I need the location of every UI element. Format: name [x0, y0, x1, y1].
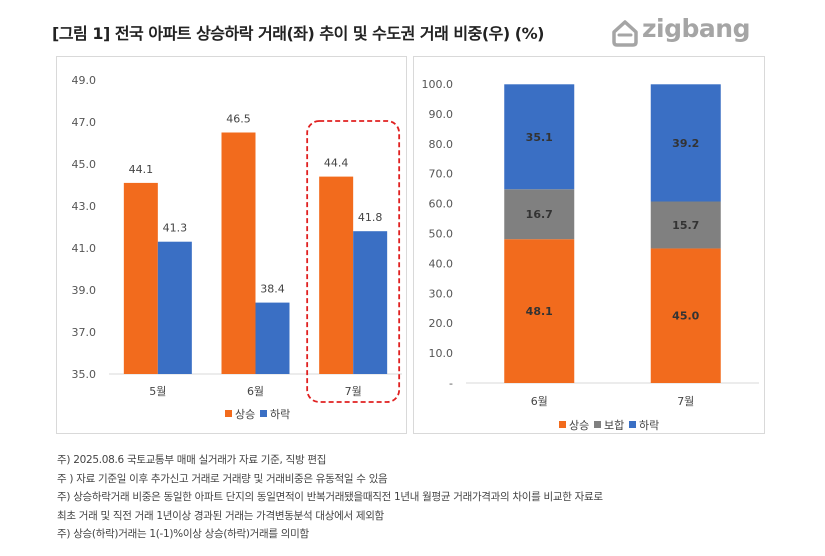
y-tick-label: 49.0: [72, 74, 97, 87]
brand-logo: zigbang: [610, 14, 760, 48]
legend-swatch-상승: [225, 410, 232, 417]
y-tick-label: -: [449, 377, 453, 390]
data-label: 41.8: [358, 211, 383, 224]
legend-label: 하락: [270, 407, 290, 421]
right-stacked-bar-chart: - 10.0 20.0 30.0 40.0 50.0 60.0 70.0 80.0 90.0 100…: [422, 78, 759, 432]
legend-swatch-하락: [260, 410, 267, 417]
stacked-bar-보합: [650, 201, 721, 249]
bar-하락: [157, 241, 192, 374]
footnote: 최초 거래 및 직전 거래 1년이상 경과된 거래는 가격변동분석 대상에서 제…: [57, 509, 384, 522]
data-label: 46.5: [226, 113, 251, 126]
data-label: 44.1: [129, 163, 154, 176]
stacked-bar-상승: [650, 248, 721, 383]
bar-상승: [319, 176, 354, 374]
bar-상승: [123, 182, 158, 374]
legend-swatch-상승: [559, 421, 566, 428]
y-tick-label: 43.0: [72, 200, 97, 213]
bar-하락: [255, 302, 290, 374]
legend-swatch-보합: [594, 421, 601, 428]
y-tick-label: 70.0: [429, 168, 454, 181]
y-tick-label: 47.0: [72, 116, 97, 129]
y-tick-label: 30.0: [429, 287, 454, 300]
zigbang-house-icon: [612, 20, 638, 47]
footnote: 주) 2025.08.6 국토교통부 매매 실거래가 자료 기준, 직방 편집: [57, 454, 327, 466]
chart-title: [그림 1] 전국 아파트 상승하락 거래(좌) 추이 및 수도권 거래 비중(…: [52, 24, 544, 43]
legend-label: 상승: [569, 419, 589, 432]
data-label: 44.4: [324, 157, 349, 170]
data-label: 39.2: [672, 137, 699, 150]
y-tick-label: 50.0: [429, 228, 454, 241]
y-tick-label: 20.0: [429, 317, 454, 330]
y-tick-label: 100.0: [422, 78, 454, 91]
data-label: 15.7: [672, 219, 699, 232]
data-label: 41.3: [163, 222, 188, 235]
x-tick-label: 6월: [531, 395, 548, 408]
data-label: 48.1: [526, 305, 553, 318]
y-tick-label: 39.0: [72, 284, 97, 297]
bar-상승: [221, 132, 256, 374]
data-label: 45.0: [672, 310, 699, 323]
legend-label: 보합: [604, 419, 624, 432]
footnote: 주 ) 자료 기준일 이후 추가신고 거래로 거래량 및 거래비중은 유동적일 …: [57, 472, 388, 485]
left-chart-panel: 35.0 37.0 39.0 41.0 43.0 45.0 47.0 49.0 44.1 41.3…: [56, 56, 407, 434]
legend-label: 상승: [235, 408, 255, 421]
stacked-bar-보합: [504, 189, 575, 240]
footnote: 주) 상승하락거래 비중은 동일한 아파트 단지의 동일면적이 반복거래됐을때직…: [57, 491, 603, 503]
stacked-bar-상승: [504, 239, 575, 383]
y-tick-label: 80.0: [429, 138, 454, 151]
y-tick-label: 40.0: [429, 257, 454, 270]
footnotes: 주) 2025.08.6 국토교통부 매매 실거래가 자료 기준, 직방 편집 …: [57, 451, 603, 544]
data-label: 35.1: [526, 131, 553, 144]
y-tick-label: 90.0: [429, 108, 454, 121]
right-chart-panel: - 10.0 20.0 30.0 40.0 50.0 60.0 70.0 80.0 90.0 100…: [413, 56, 765, 434]
data-label: 38.4: [260, 283, 285, 296]
x-tick-label: 6월: [247, 385, 264, 398]
footnote: 주) 상승(하락)거래는 1(-1)%이상 상승(하락)거래를 의미함: [57, 528, 309, 540]
stacked-bar-하락: [650, 84, 721, 202]
x-tick-label: 5월: [149, 385, 166, 398]
left-bar-chart: 35.0 37.0 39.0 41.0 43.0 45.0 47.0 49.0 44.1 41.3…: [72, 74, 402, 421]
legend-label: 하락: [639, 418, 659, 432]
x-tick-label: 7월: [345, 385, 362, 398]
data-label: 16.7: [526, 208, 553, 221]
legend-swatch-하락: [629, 421, 636, 428]
bar-하락: [353, 231, 388, 374]
logo-text: zigbang: [642, 14, 750, 43]
y-tick-label: 45.0: [72, 158, 97, 171]
y-tick-label: 41.0: [72, 242, 97, 255]
y-tick-label: 37.0: [72, 326, 97, 339]
y-tick-label: 60.0: [429, 198, 454, 211]
x-tick-label: 7월: [677, 395, 694, 408]
y-tick-label: 10.0: [429, 347, 454, 360]
y-tick-label: 35.0: [72, 368, 97, 381]
stacked-bar-하락: [504, 84, 575, 190]
highlight-box: [306, 120, 401, 403]
